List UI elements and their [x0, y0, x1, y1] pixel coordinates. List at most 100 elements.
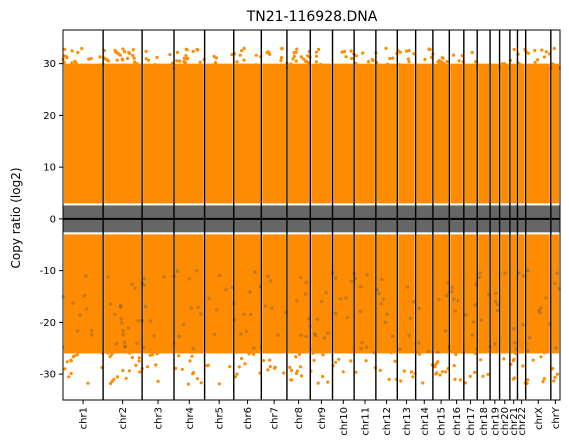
- bin-point: [253, 270, 257, 275]
- bin-point: [252, 346, 256, 351]
- segment-band-lower-chr17: [464, 234, 477, 354]
- outlier-point: [182, 56, 186, 60]
- outlier-point: [74, 61, 78, 65]
- outlier-point: [467, 65, 471, 69]
- bin-point: [135, 341, 139, 346]
- bin-point: [539, 306, 543, 310]
- outlier-point: [533, 48, 537, 53]
- segment-band-lower-chrX: [526, 234, 550, 354]
- bin-point: [319, 299, 324, 304]
- outlier-point: [144, 49, 148, 54]
- bin-point: [478, 271, 482, 275]
- outlier-point: [289, 62, 293, 66]
- outlier-point: [305, 59, 309, 63]
- outlier-point: [340, 50, 344, 54]
- outlier-point: [384, 46, 388, 51]
- outlier-point: [553, 375, 557, 379]
- outlier-point: [280, 47, 284, 51]
- outlier-point: [398, 50, 402, 54]
- outlier-point: [531, 358, 535, 362]
- x-tick-label-chr20: chr20: [500, 407, 511, 436]
- bin-point: [108, 302, 113, 306]
- bin-point: [198, 312, 203, 316]
- outlier-point: [147, 58, 151, 62]
- bin-point: [444, 293, 449, 298]
- outlier-point: [479, 358, 483, 362]
- x-tick-label-chr3: chr3: [154, 407, 165, 429]
- outlier-point: [341, 370, 345, 374]
- outlier-point: [406, 57, 410, 61]
- segment-band-upper-chr12: [376, 63, 397, 204]
- outlier-point: [182, 347, 186, 351]
- segment-band-lower-chr19: [491, 234, 499, 354]
- outlier-point: [137, 359, 141, 363]
- outlier-point: [69, 371, 73, 376]
- outlier-point: [188, 359, 192, 363]
- outlier-point: [86, 381, 90, 385]
- outlier-point: [71, 64, 75, 68]
- x-tick-label-chr9: chr9: [317, 407, 328, 429]
- bin-point: [191, 346, 195, 351]
- bin-point: [365, 273, 369, 277]
- outlier-point: [279, 56, 284, 60]
- outlier-point: [538, 63, 543, 67]
- outlier-point: [378, 368, 382, 372]
- bin-point: [324, 290, 328, 295]
- outlier-point: [385, 62, 390, 66]
- outlier-point: [282, 371, 286, 375]
- outlier-point: [288, 365, 292, 369]
- outlier-point: [238, 53, 242, 57]
- outlier-point: [435, 371, 439, 375]
- bin-point: [390, 334, 395, 339]
- segment-band-upper-chr20: [500, 63, 509, 204]
- bin-point: [426, 349, 431, 354]
- outlier-point: [460, 54, 464, 58]
- bin-point: [464, 313, 468, 317]
- outlier-point: [174, 366, 178, 370]
- outlier-point: [294, 371, 299, 376]
- outlier-point: [511, 344, 515, 348]
- x-tick-label-chr16: chr16: [452, 407, 463, 436]
- outlier-point: [344, 64, 348, 68]
- outlier-point: [191, 49, 195, 54]
- outlier-point: [317, 47, 321, 52]
- outlier-point: [127, 50, 131, 55]
- outlier-point: [538, 342, 542, 347]
- bin-point: [379, 301, 384, 306]
- outlier-point: [135, 63, 139, 67]
- bin-point: [214, 307, 219, 312]
- outlier-point: [190, 354, 194, 358]
- outlier-point: [62, 54, 66, 58]
- outlier-point: [454, 352, 458, 357]
- plot-area: [61, 30, 561, 400]
- outlier-point: [107, 66, 111, 70]
- segment-band-lower-chr8: [287, 234, 310, 354]
- outlier-point: [354, 54, 358, 58]
- outlier-point: [273, 365, 277, 369]
- outlier-point: [70, 49, 74, 53]
- x-tick-label-chr2: chr2: [118, 407, 129, 429]
- bin-point: [338, 297, 343, 301]
- segment-band-upper-chr10: [333, 63, 354, 204]
- outlier-point: [228, 365, 232, 369]
- outlier-point: [106, 59, 111, 63]
- outlier-point: [111, 350, 115, 354]
- segment-band-upper-chr9: [311, 63, 332, 204]
- segment-band-lower-chr21: [510, 234, 517, 354]
- outlier-point: [168, 53, 172, 57]
- bin-point: [113, 312, 117, 317]
- segment-band-upper-chr22: [518, 63, 525, 204]
- outlier-point: [545, 64, 550, 68]
- bin-point: [450, 289, 454, 294]
- outlier-point: [121, 58, 125, 62]
- outlier-point: [254, 63, 258, 67]
- bin-point: [512, 326, 516, 331]
- bin-point: [242, 312, 246, 317]
- y-tick-label: 30: [43, 59, 56, 70]
- bin-point: [456, 298, 460, 303]
- outlier-point: [84, 350, 88, 354]
- segment-band-lower-chr2: [104, 234, 142, 354]
- outlier-point: [407, 48, 411, 53]
- outlier-point: [354, 61, 358, 65]
- bin-point: [333, 311, 338, 316]
